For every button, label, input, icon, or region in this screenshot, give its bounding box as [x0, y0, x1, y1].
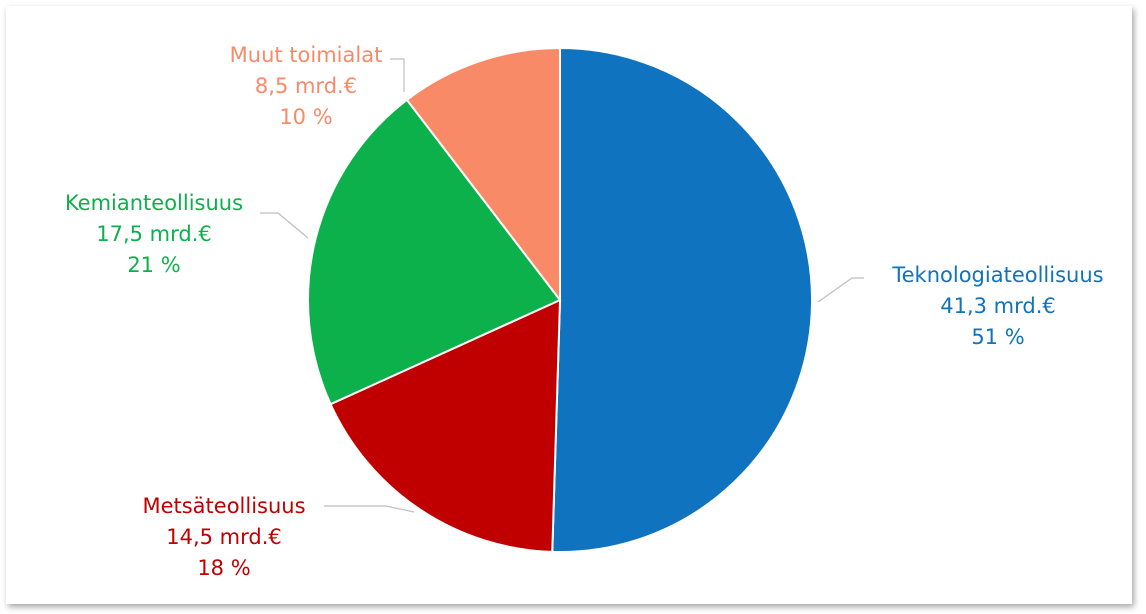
label-percent-muut-toimialat: 10 %	[279, 105, 332, 129]
label-amount-kemianteollisuus: 17,5 mrd.€	[96, 222, 212, 246]
data-label-kemianteollisuus: Kemianteollisuus 17,5 mrd.€ 21 %	[65, 191, 243, 277]
slice-muut-toimialat	[405, 46, 561, 303]
label-amount-teknologiateollisuus: 41,3 mrd.€	[940, 294, 1056, 318]
label-name-teknologiateollisuus: Teknologiateollisuus	[891, 263, 1103, 287]
data-label-teknologiateollisuus: Teknologiateollisuus 41,3 mrd.€ 51 %	[891, 263, 1103, 349]
slice-teknologiateollisuus	[551, 46, 814, 553]
label-name-kemianteollisuus: Kemianteollisuus	[65, 191, 243, 215]
data-labels: Teknologiateollisuus 41,3 mrd.€ 51 % Metsät…	[65, 43, 1104, 580]
label-amount-muut-toimialat: 8,5 mrd.€	[255, 74, 357, 98]
chart-container: Teknologiateollisuus 41,3 mrd.€ 51 % Metsät…	[6, 6, 1132, 604]
leader-line-teknologiateollisuus	[817, 277, 864, 303]
data-label-muut-toimialat: Muut toimialat 8,5 mrd.€ 10 %	[230, 43, 383, 129]
pie-chart: Teknologiateollisuus 41,3 mrd.€ 51 % Metsät…	[65, 43, 1104, 580]
leader-lines	[260, 58, 864, 513]
leader-line-kemianteollisuus	[260, 212, 309, 239]
label-percent-metsateollisuus: 18 %	[197, 556, 250, 580]
slice-metsateollisuus	[329, 298, 562, 553]
label-amount-metsateollisuus: 14,5 mrd.€	[166, 525, 282, 549]
leader-line-metsateollisuus	[324, 505, 415, 513]
label-percent-kemianteollisuus: 21 %	[127, 253, 180, 277]
label-name-metsateollisuus: Metsäteollisuus	[142, 494, 305, 518]
label-name-muut-toimialat: Muut toimialat	[230, 43, 383, 67]
pie-slices	[307, 46, 814, 553]
slice-kemianteollisuus	[307, 98, 562, 406]
label-percent-teknologiateollisuus: 51 %	[971, 325, 1024, 349]
data-label-metsateollisuus: Metsäteollisuus 14,5 mrd.€ 18 %	[142, 494, 305, 580]
leader-line-muut-toimialat	[390, 58, 405, 92]
